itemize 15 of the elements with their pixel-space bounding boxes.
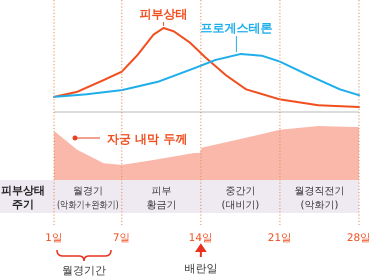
- text: 피부 황금기: [146, 186, 176, 211]
- text: 배란일: [184, 262, 218, 275]
- x-tick-label: 1일: [45, 232, 63, 244]
- text: 월경기 (악화기+완화기): [57, 186, 134, 211]
- series-label: 피부상태: [140, 7, 188, 21]
- x-tick-label: 21일: [268, 232, 292, 244]
- x-tick-label: 7일: [112, 232, 131, 244]
- text: 중간기 (대비기): [221, 186, 260, 211]
- x-tick-label: 14일: [188, 232, 214, 244]
- text: 월경기간: [62, 264, 106, 277]
- series-label: 자궁 내막 두께: [107, 132, 188, 146]
- text: 월경직전기 (악화기): [294, 186, 344, 211]
- series-label: 프로게스테론: [200, 21, 272, 36]
- x-tick-label: 28일: [346, 232, 371, 244]
- text: 피부상태 주기: [1, 184, 45, 211]
